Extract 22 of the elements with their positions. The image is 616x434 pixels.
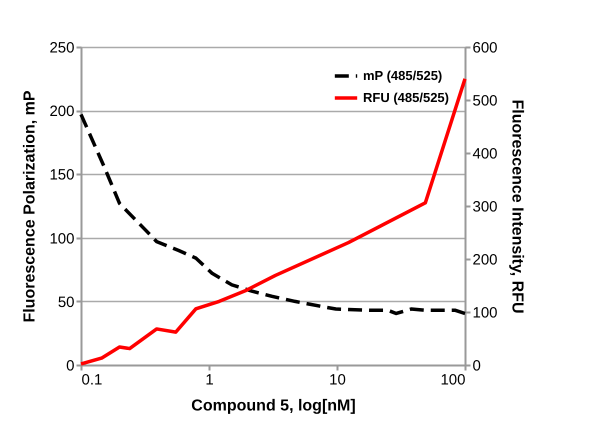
y2-tick-label: 600 [472,40,498,56]
y-tick-label: 100 [49,230,74,248]
y2-tick-label: 400 [472,146,498,162]
y2-tick-label: 300 [472,198,498,216]
y-tick-label: 250 [49,40,74,56]
y-axis-title: Fluorescence Polarization, mP [21,90,38,323]
y-tick-label: 50 [58,294,74,311]
x-axis-title: Compound 5, log[nM] [191,398,356,414]
y2-tick-label: 0 [472,358,481,374]
y2-tick-label: 500 [472,92,498,110]
x-tick-label: 1 [205,372,214,388]
x-tick-label: 0.1 [82,372,102,388]
y-tick-label: 0 [66,358,74,374]
y2-tick-label: 100 [472,304,498,322]
x-tick-label: 10 [329,372,346,388]
y2-axis-title: Fluorescence Intensity, RFU [508,100,526,314]
y-tick-label: 150 [49,166,74,184]
x-tick-label: 100 [440,372,466,388]
y2-tick-label: 200 [472,252,498,268]
legend-label: RFU (485/525) [363,90,449,105]
y-tick-label: 200 [49,103,74,120]
legend-label: mP (485/525) [363,68,442,83]
